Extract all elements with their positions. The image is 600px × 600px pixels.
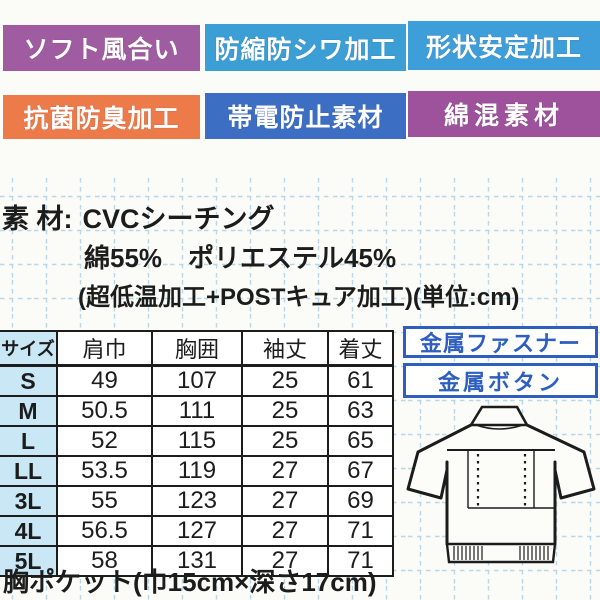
- label-metal-fastener: 金属ファスナー: [403, 326, 598, 358]
- elastic-shirring-left: [453, 546, 483, 560]
- col-header-shoulder: 肩巾: [56, 330, 153, 367]
- size-spec-table: サイズ 肩巾 胸囲 袖丈 着丈 S 49 107 25 61 M 50.5 11…: [0, 330, 394, 577]
- value-cell: 115: [151, 425, 243, 457]
- material-label: 素 材:: [2, 204, 73, 234]
- value-cell: 111: [151, 395, 243, 427]
- col-header-sleeve: 袖丈: [241, 330, 329, 367]
- table-row: 5L 58 131 27 71: [0, 545, 394, 577]
- value-cell: 71: [327, 545, 394, 577]
- value-cell: 56.5: [56, 515, 153, 547]
- value-cell: 55: [56, 485, 153, 517]
- pocket-footnote: 胸ポケット(巾15cm×深さ17cm): [3, 567, 377, 597]
- elastic-shirring-right: [519, 546, 549, 560]
- material-processing: (超低温加工+POSTキュア加工)(単位:cm): [78, 284, 520, 311]
- value-cell: 131: [151, 545, 243, 577]
- value-cell: 71: [327, 515, 394, 547]
- value-cell: 27: [241, 485, 329, 517]
- value-cell: 58: [56, 545, 153, 577]
- size-cell: S: [0, 364, 58, 397]
- size-cell: M: [0, 395, 58, 427]
- value-cell: 63: [327, 395, 394, 427]
- material-composition: 綿55% ポリエステル45%: [84, 243, 397, 273]
- value-cell: 52: [56, 425, 153, 457]
- table-row: L 52 115 25 65: [0, 425, 394, 457]
- table-row: 3L 55 123 27 69: [0, 485, 394, 517]
- badge-cotton-blend: 綿混素材: [408, 91, 600, 137]
- table-header-row: サイズ 肩巾 胸囲 袖丈 着丈: [0, 330, 394, 367]
- table-row: 4L 56.5 127 27 71: [0, 515, 394, 547]
- value-cell: 67: [327, 455, 394, 487]
- value-cell: 127: [151, 515, 243, 547]
- size-cell: 3L: [0, 485, 58, 517]
- table-row: M 50.5 111 25 63: [0, 395, 394, 427]
- value-cell: 25: [241, 364, 329, 397]
- value-cell: 119: [151, 455, 243, 487]
- badge-soft-texture: ソフト風合い: [3, 25, 200, 71]
- col-header-chest: 胸囲: [151, 330, 243, 367]
- value-cell: 123: [151, 485, 243, 517]
- body-outline: [406, 423, 596, 546]
- badge-antibacterial-deodorant: 抗菌防臭加工: [3, 95, 200, 139]
- badge-shape-stability: 形状安定加工: [408, 21, 600, 70]
- pleat-stitching: [476, 454, 527, 508]
- collar: [469, 405, 529, 427]
- jacket-back-illustration: [406, 405, 596, 564]
- size-cell: L: [0, 425, 58, 457]
- table-row: S 49 107 25 61: [0, 364, 394, 397]
- value-cell: 53.5: [56, 455, 153, 487]
- value-cell: 27: [241, 515, 329, 547]
- value-cell: 49: [56, 364, 153, 397]
- label-metal-button: 金属ボタン: [403, 363, 598, 398]
- hem-band: [445, 542, 557, 564]
- value-cell: 107: [151, 364, 243, 397]
- badge-antistatic-material: 帯電防止素材: [205, 93, 406, 139]
- value-cell: 61: [327, 364, 394, 397]
- badge-anti-shrink-wrinkle: 防縮防シワ加工: [205, 24, 406, 71]
- table-row: LL 53.5 119 27 67: [0, 455, 394, 487]
- pleat-seams: [467, 450, 535, 508]
- material-line: 素 材: CVCシーチング: [2, 197, 275, 236]
- value-cell: 27: [241, 545, 329, 577]
- material-fabric: CVCシーチング: [82, 204, 275, 234]
- value-cell: 65: [327, 425, 394, 457]
- value-cell: 69: [327, 485, 394, 517]
- value-cell: 25: [241, 395, 329, 427]
- col-header-length: 着丈: [327, 330, 394, 367]
- value-cell: 25: [241, 425, 329, 457]
- size-cell: 5L: [0, 545, 58, 577]
- value-cell: 27: [241, 455, 329, 487]
- value-cell: 50.5: [56, 395, 153, 427]
- col-header-size: サイズ: [0, 330, 58, 367]
- size-cell: LL: [0, 455, 58, 487]
- size-cell: 4L: [0, 515, 58, 547]
